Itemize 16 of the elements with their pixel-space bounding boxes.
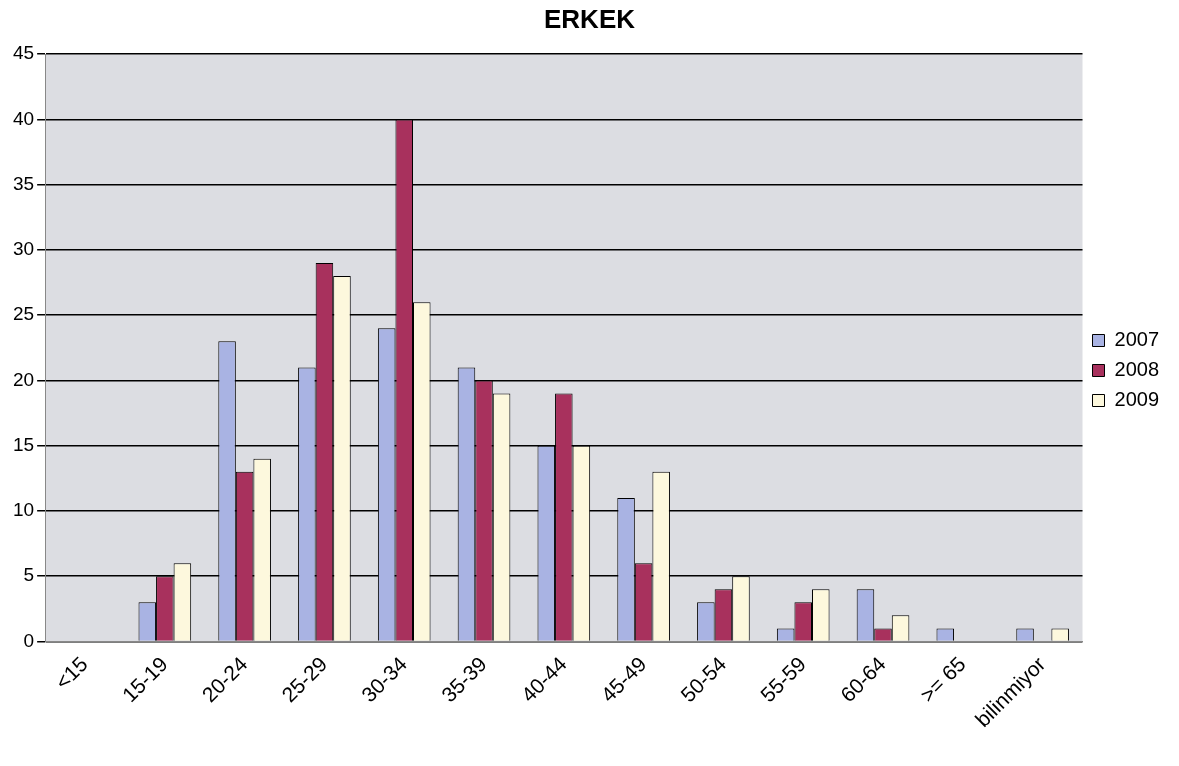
y-tick-label: 0 — [23, 629, 35, 651]
y-tick-label: 45 — [12, 42, 35, 64]
y-tick-label: 35 — [12, 172, 35, 194]
y-tick-label: 5 — [23, 564, 35, 586]
chart-title: ERKEK — [543, 3, 636, 34]
y-tick-label: 20 — [12, 368, 35, 390]
y-tick-label: 25 — [12, 303, 35, 325]
legend-label: 2008 — [1114, 358, 1160, 381]
y-tick-label: 10 — [12, 499, 35, 521]
y-tick-label: 15 — [12, 433, 35, 455]
y-tick-label: 30 — [12, 238, 35, 260]
y-tick-label: 40 — [12, 107, 35, 129]
x-tick-label: >= 65 — [915, 652, 970, 707]
x-tick-label: <15 — [50, 652, 92, 694]
legend-label: 2009 — [1114, 388, 1160, 411]
legend-label: 2007 — [1114, 328, 1160, 351]
